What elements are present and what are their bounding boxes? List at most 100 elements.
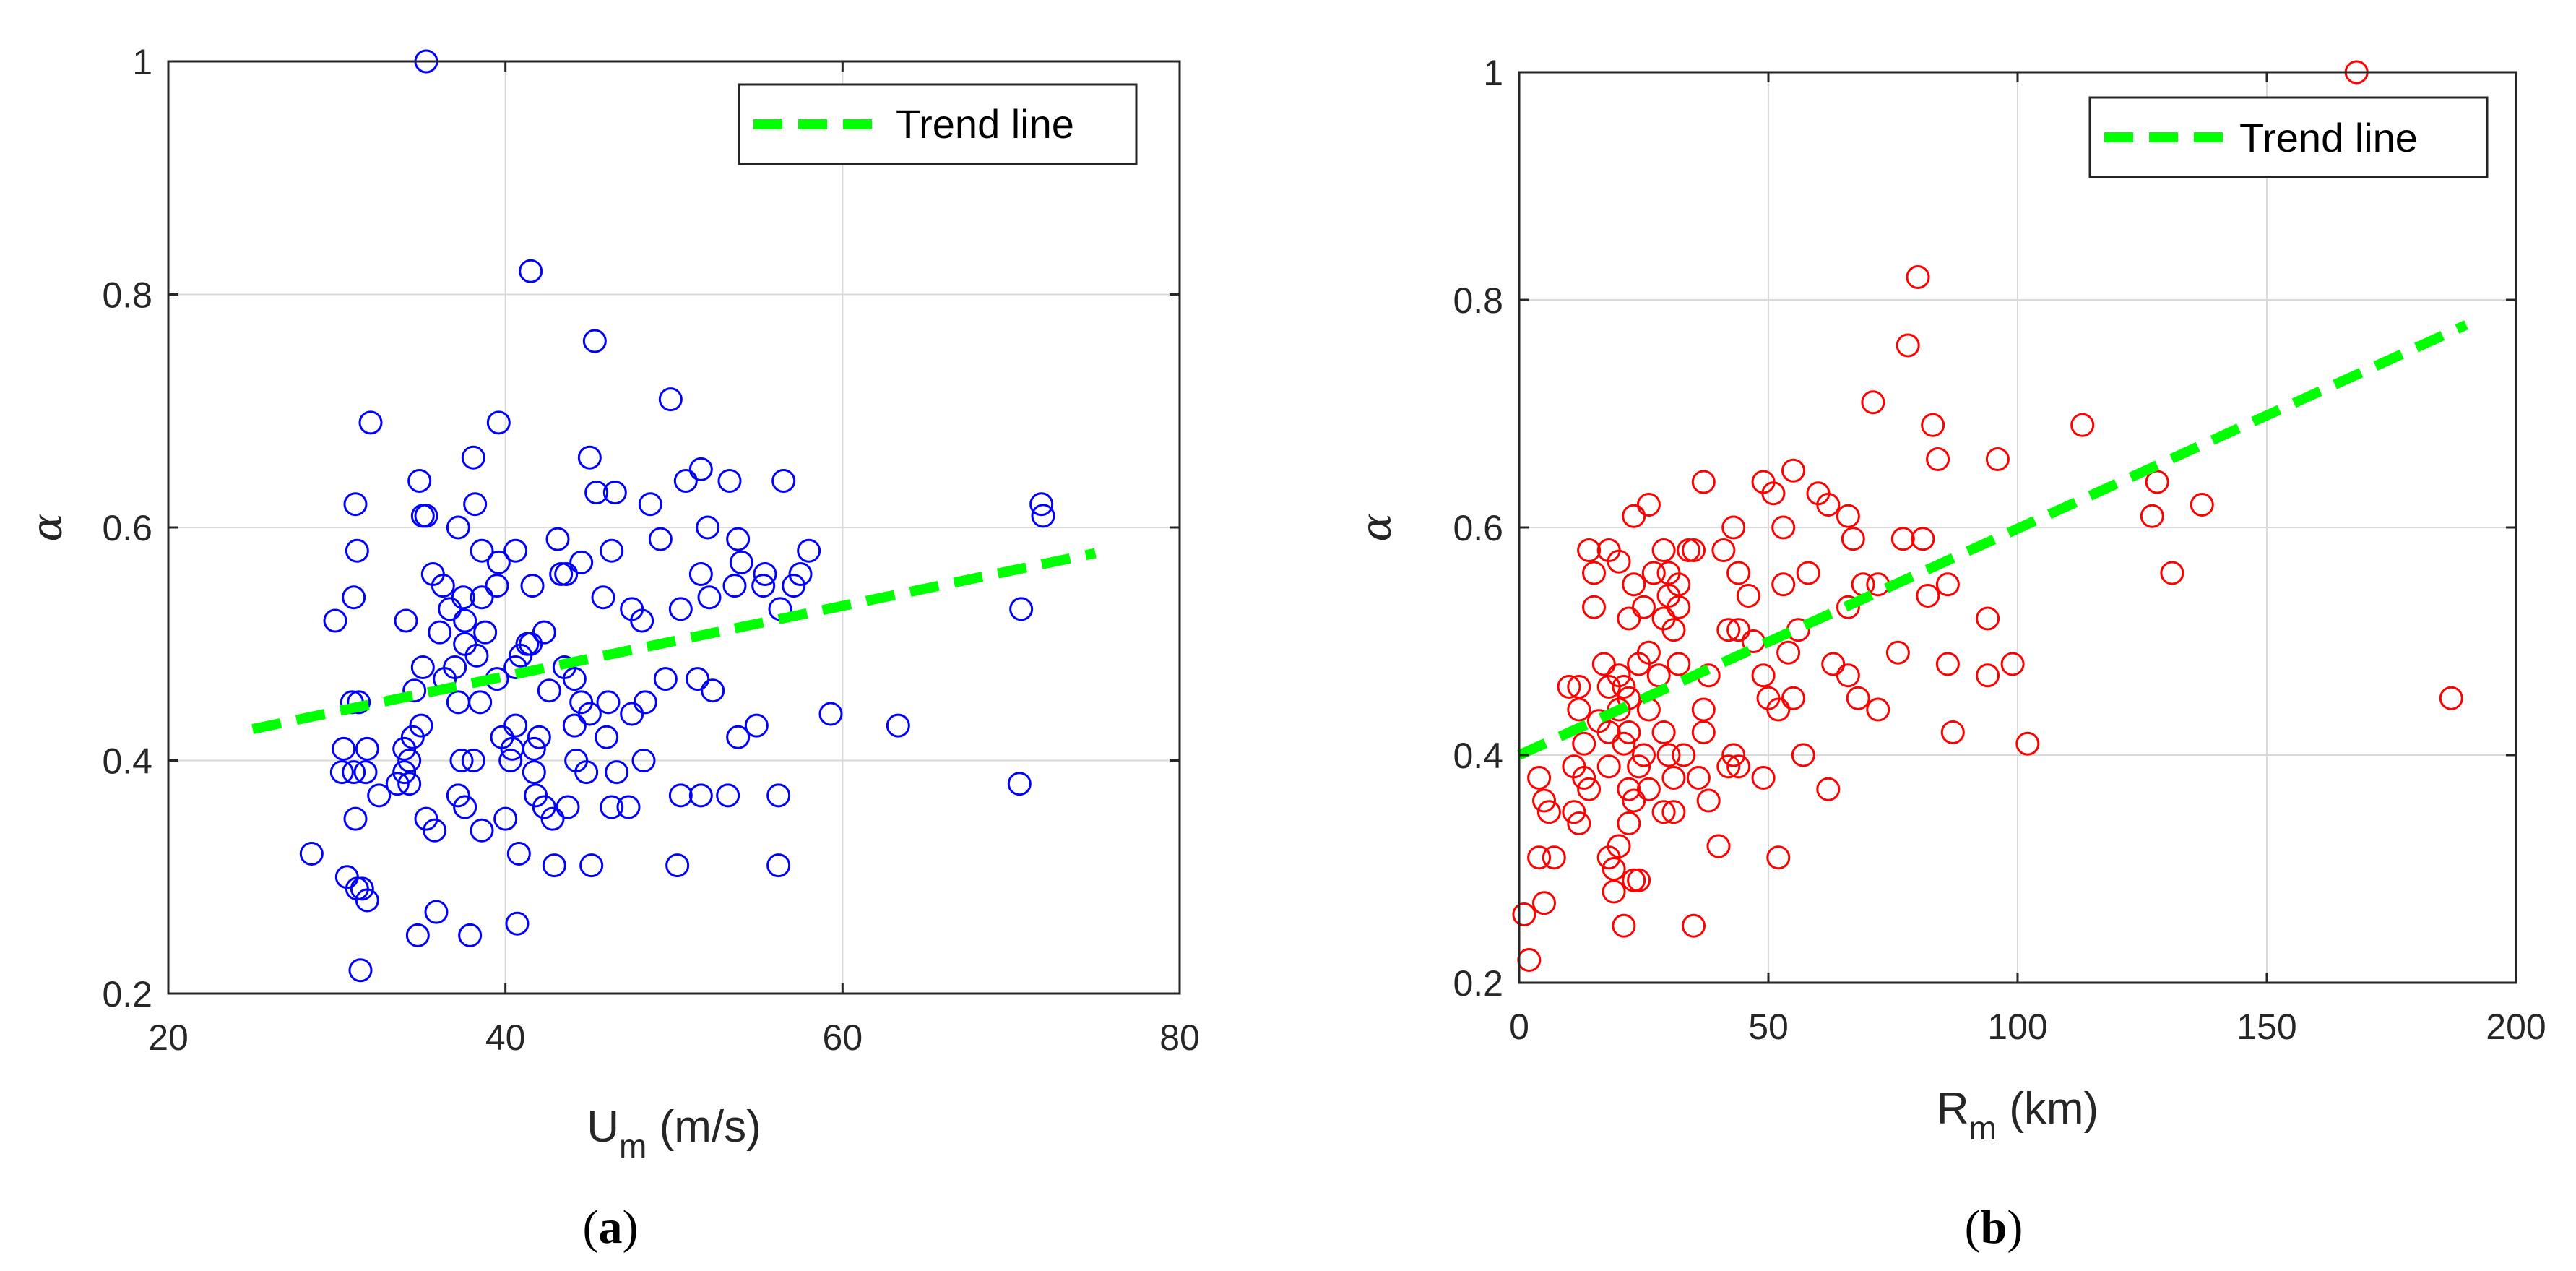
x-tick-label: 40 xyxy=(485,1017,526,1058)
data-point xyxy=(323,608,347,633)
data-point xyxy=(1940,720,1965,744)
data-point xyxy=(1582,561,1606,585)
data-point xyxy=(579,853,604,878)
y-tick-label: 0.2 xyxy=(102,974,152,1014)
data-point xyxy=(1771,572,1796,597)
data-point xyxy=(766,783,791,808)
data-point xyxy=(582,329,607,353)
data-point xyxy=(446,783,470,808)
data-point xyxy=(1896,333,1920,358)
scatter-points-b xyxy=(1512,60,2463,972)
tick-labels-a: 20 40 60 80 0.2 0.4 0.6 0.8 1 xyxy=(102,42,1199,1058)
data-point xyxy=(1542,845,1566,870)
data-point xyxy=(506,842,531,866)
data-point xyxy=(407,469,432,493)
data-point xyxy=(605,760,629,785)
data-point xyxy=(1661,618,1686,642)
data-point xyxy=(591,585,615,610)
data-point xyxy=(470,585,494,610)
data-point xyxy=(1716,754,1741,779)
axis-ticks-b xyxy=(1518,71,2517,984)
data-point xyxy=(668,597,693,621)
data-point xyxy=(405,923,430,947)
data-point xyxy=(751,574,776,598)
data-point xyxy=(1761,481,1786,506)
data-point xyxy=(1661,800,1686,824)
data-point xyxy=(1636,493,1661,517)
data-point xyxy=(402,678,427,703)
legend-label-b: Trend line xyxy=(2239,115,2418,160)
data-point xyxy=(726,527,751,551)
data-point xyxy=(1766,697,1791,722)
data-point xyxy=(696,515,720,540)
data-point xyxy=(1007,772,1032,796)
data-point xyxy=(1885,640,1910,665)
data-point xyxy=(631,749,656,772)
data-point xyxy=(766,853,791,878)
data-point xyxy=(486,410,511,435)
data-point xyxy=(392,736,417,761)
data-point xyxy=(464,643,489,668)
x-axis-label-b: Rm (km) xyxy=(1937,1084,2099,1147)
data-point xyxy=(1677,538,1701,562)
y-tick-label: 0.4 xyxy=(102,741,152,782)
panel-b: 0 50 100 150 200 0.2 0.4 0.6 0.8 1 Trend line α R… xyxy=(1352,53,2546,1254)
data-point xyxy=(554,562,579,586)
data-point xyxy=(602,481,627,505)
data-point xyxy=(701,678,725,703)
data-point xyxy=(665,853,690,878)
tick-labels-b: 0 50 100 150 200 0.2 0.4 0.6 0.8 1 xyxy=(1453,53,2546,1047)
data-point xyxy=(1562,800,1586,824)
data-point xyxy=(342,760,366,785)
data-point xyxy=(299,842,324,866)
data-point xyxy=(428,620,452,645)
data-point xyxy=(2145,470,2169,494)
data-point xyxy=(1617,720,1641,744)
x-axis-label-a: Um (m/s) xyxy=(587,1102,761,1165)
data-point xyxy=(1976,606,2000,631)
data-point xyxy=(1846,686,1870,710)
data-point xyxy=(1651,800,1676,824)
y-tick-label: 0.6 xyxy=(102,508,152,548)
data-point xyxy=(1627,754,1651,779)
data-point xyxy=(1935,652,1960,676)
data-point xyxy=(1736,584,1760,608)
data-point xyxy=(545,527,570,551)
data-point xyxy=(630,608,654,633)
data-point xyxy=(1711,538,1736,562)
data-point xyxy=(532,620,556,645)
data-point xyxy=(1726,561,1751,585)
data-point xyxy=(658,387,683,412)
data-point xyxy=(1726,618,1751,642)
data-point xyxy=(342,585,366,610)
data-point xyxy=(1776,640,1801,665)
data-point xyxy=(1031,504,1055,528)
data-point xyxy=(2160,561,2184,585)
data-point xyxy=(1841,527,1865,551)
data-point xyxy=(423,818,447,843)
data-point xyxy=(600,795,624,819)
data-point xyxy=(569,550,594,574)
data-point xyxy=(1935,572,1960,597)
data-point xyxy=(329,760,354,785)
data-point xyxy=(355,888,379,913)
data-point xyxy=(503,538,528,563)
data-point xyxy=(1976,663,2000,688)
data-point xyxy=(1766,845,1791,870)
data-point xyxy=(348,958,373,983)
x-tick-label: 50 xyxy=(1748,1007,1789,1047)
caption-a: (a) xyxy=(583,1201,639,1254)
data-point xyxy=(1781,458,1805,483)
data-point xyxy=(345,538,369,563)
data-point xyxy=(522,760,546,785)
data-point xyxy=(1596,754,1621,779)
data-point xyxy=(549,562,574,586)
x-tick-label: 100 xyxy=(1987,1007,2047,1047)
data-point xyxy=(332,736,356,761)
data-point xyxy=(453,795,477,819)
data-point xyxy=(1532,788,1556,813)
data-point xyxy=(717,469,742,493)
data-point xyxy=(1527,766,1552,790)
data-point xyxy=(797,538,821,563)
